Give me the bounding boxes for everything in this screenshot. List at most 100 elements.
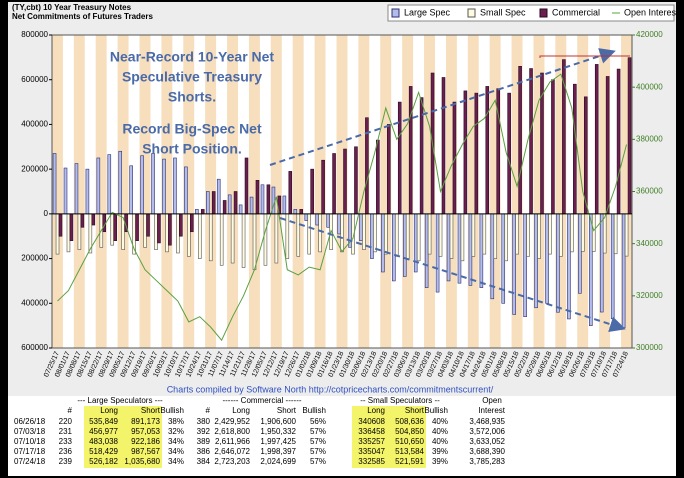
bar xyxy=(55,213,60,255)
table-cell: 508,636 xyxy=(395,417,424,426)
bar xyxy=(227,194,232,215)
bar xyxy=(304,213,309,221)
table-cell: 07/17/18 xyxy=(14,447,46,456)
stripe xyxy=(62,35,74,348)
bar xyxy=(293,209,298,215)
stripe xyxy=(314,35,326,348)
stripe xyxy=(511,35,523,348)
stripe xyxy=(621,35,632,348)
chart-title: (TY,cbt) 10 Year Treasury Notes xyxy=(12,3,132,12)
open-interest-line xyxy=(57,73,628,342)
bar xyxy=(146,213,150,237)
table-cell: 38% xyxy=(168,417,184,426)
bar xyxy=(507,92,511,215)
legend-label: Open Interest xyxy=(624,7,679,17)
bar xyxy=(610,213,615,320)
bar xyxy=(318,213,322,253)
bar xyxy=(493,213,498,259)
table-cell: 34% xyxy=(168,447,184,456)
bar xyxy=(252,213,257,271)
stripe xyxy=(445,35,457,348)
table-cell: 231 xyxy=(59,427,73,436)
stripe xyxy=(391,35,403,348)
bar xyxy=(583,96,588,215)
bar xyxy=(343,148,347,215)
stripe xyxy=(610,35,622,348)
table-cell: 1,035,680 xyxy=(124,457,160,466)
credit: Charts compiled by Software North http:/… xyxy=(167,384,494,394)
bar xyxy=(135,213,139,241)
stripe xyxy=(95,35,107,348)
table-cell: 32% xyxy=(168,427,184,436)
stripe xyxy=(325,35,337,348)
bar xyxy=(244,157,249,215)
stripe xyxy=(139,35,151,348)
table-column: Bullish xyxy=(160,406,184,415)
annotation: Speculative Treasury xyxy=(122,69,262,85)
bar xyxy=(208,213,213,262)
table-cell: 3,633,052 xyxy=(469,437,505,446)
table-column: Bullish xyxy=(302,406,326,415)
bar xyxy=(307,213,312,255)
stripe xyxy=(369,35,381,348)
table-cell: 922,186 xyxy=(131,437,160,446)
bar xyxy=(255,180,260,215)
bar xyxy=(118,150,123,215)
stripe xyxy=(347,35,359,348)
bar xyxy=(143,213,147,248)
bar xyxy=(195,209,199,215)
bar xyxy=(233,191,238,215)
bar xyxy=(206,191,210,215)
bar xyxy=(340,213,344,253)
bar xyxy=(263,213,268,266)
bar xyxy=(282,195,287,215)
table-cell: 392 xyxy=(197,427,211,436)
bar xyxy=(441,77,446,215)
table-cell: 526,182 xyxy=(89,457,118,466)
bar xyxy=(219,213,224,266)
bar xyxy=(534,213,538,309)
bar xyxy=(408,86,413,215)
stripe xyxy=(413,35,425,348)
y-tick-label: 0 xyxy=(44,209,49,218)
y2-tick-label: 300000 xyxy=(636,343,663,352)
table-cell: 07/03/18 xyxy=(14,427,46,436)
table-cell: 57% xyxy=(310,447,326,456)
bar xyxy=(113,213,117,241)
table-cell: 1,998,397 xyxy=(260,447,296,456)
bar xyxy=(85,168,90,215)
bar xyxy=(69,213,74,241)
bar xyxy=(200,209,205,215)
stripe xyxy=(522,35,534,348)
table-cell: 40% xyxy=(432,427,448,436)
table-cell: 2,024,699 xyxy=(260,457,296,466)
bar xyxy=(413,213,418,273)
bar xyxy=(463,90,468,215)
bar xyxy=(176,213,180,254)
stripe xyxy=(544,35,556,348)
stripe xyxy=(599,35,611,348)
table-header: -- Small Speculators -- xyxy=(360,396,440,405)
table-cell: 220 xyxy=(59,417,73,426)
bar xyxy=(405,213,410,259)
table-cell: 380 xyxy=(197,417,211,426)
stripe xyxy=(183,35,195,348)
bar xyxy=(249,196,254,215)
bar xyxy=(74,163,79,215)
bar xyxy=(581,213,585,252)
stripe xyxy=(533,35,545,348)
stripe xyxy=(555,35,567,348)
stripe xyxy=(73,35,85,348)
bar xyxy=(96,157,101,215)
table-cell: 3,688,390 xyxy=(469,447,505,456)
table-column: Short xyxy=(141,406,161,415)
bar xyxy=(627,57,632,215)
bar xyxy=(354,146,358,215)
table-cell: 39% xyxy=(432,447,448,456)
table-header: Open xyxy=(482,396,502,405)
stripe xyxy=(161,35,173,348)
bar xyxy=(373,213,377,253)
table-cell: 34% xyxy=(168,457,184,466)
bar xyxy=(381,213,385,273)
